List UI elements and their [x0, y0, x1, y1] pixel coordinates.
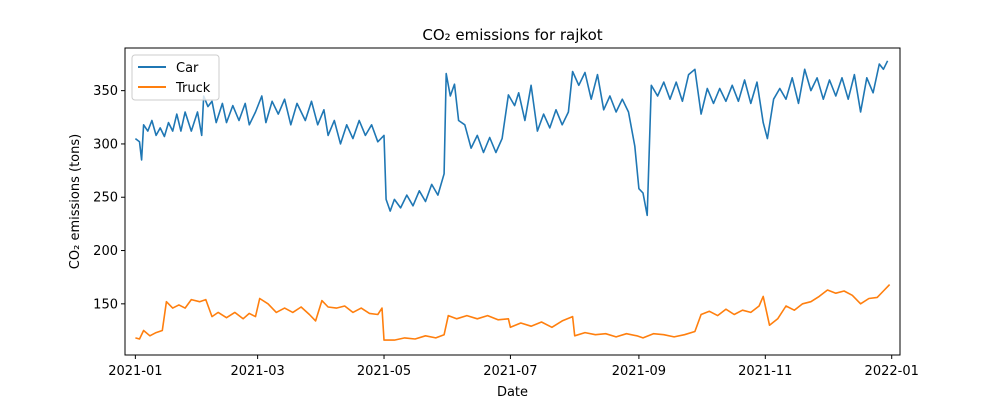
x-tick-label: 2021-07: [483, 364, 537, 379]
y-tick-label: 300: [93, 137, 118, 152]
x-tick-label: 2021-01: [108, 364, 162, 379]
x-axis-label: Date: [497, 385, 528, 400]
x-axis: 2021-01 2021-03 2021-05 2021-07 2021-09 2021-…: [108, 355, 919, 379]
x-tick-label: 2021-05: [357, 364, 411, 379]
y-tick-label: 250: [93, 191, 118, 206]
series-layer: [134, 60, 891, 341]
legend: Car Truck: [131, 54, 220, 101]
legend-label-car: Car: [176, 61, 199, 76]
y-tick-label: 350: [93, 84, 118, 99]
chart-title: CO₂ emissions for rajkot: [422, 26, 602, 44]
y-axis: 150 200 250 300 350: [93, 84, 125, 312]
x-tick-label: 2021-09: [612, 364, 666, 379]
series-line-truck: [135, 284, 891, 341]
y-axis-label: CO₂ emissions (tons): [68, 134, 83, 269]
y-tick-label: 200: [93, 244, 118, 259]
x-tick-label: 2021-03: [230, 364, 284, 379]
x-tick-label: 2021-11: [738, 364, 792, 379]
legend-label-truck: Truck: [175, 81, 211, 96]
x-tick-label: 2022-01: [865, 364, 919, 379]
plot-frame: [124, 47, 901, 356]
series-line-car: [134, 60, 889, 217]
y-tick-label: 150: [93, 297, 118, 312]
